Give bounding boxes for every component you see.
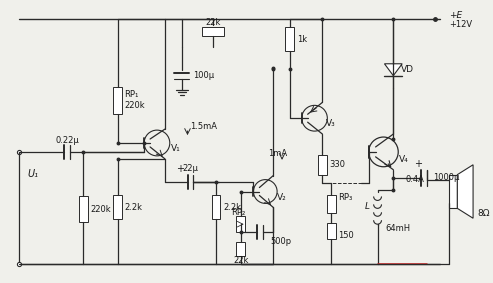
Text: 1mA: 1mA bbox=[268, 149, 287, 158]
Text: 0.4A: 0.4A bbox=[405, 175, 424, 184]
Text: L: L bbox=[365, 202, 370, 211]
Text: 1k: 1k bbox=[297, 35, 307, 44]
Bar bbox=[236, 242, 245, 256]
Text: RP₃: RP₃ bbox=[338, 193, 352, 202]
Text: 8Ω: 8Ω bbox=[477, 209, 490, 218]
Polygon shape bbox=[458, 165, 473, 218]
Bar bbox=[113, 196, 122, 219]
Bar bbox=[327, 223, 336, 239]
Text: 22k: 22k bbox=[206, 18, 221, 27]
Text: VD: VD bbox=[401, 65, 414, 74]
Bar bbox=[318, 155, 327, 175]
Text: +E: +E bbox=[450, 11, 463, 20]
Bar bbox=[450, 175, 458, 208]
Text: 22k: 22k bbox=[233, 256, 248, 265]
Bar bbox=[211, 196, 220, 219]
Text: 2.2k: 2.2k bbox=[124, 203, 142, 212]
Text: RP₂: RP₂ bbox=[232, 208, 246, 217]
Bar bbox=[113, 87, 122, 114]
Text: 0.22µ: 0.22µ bbox=[56, 136, 79, 145]
Text: 100µ: 100µ bbox=[193, 71, 214, 80]
Text: RP₁: RP₁ bbox=[124, 90, 139, 99]
Bar bbox=[79, 196, 88, 222]
Text: 220k: 220k bbox=[124, 101, 145, 110]
Text: U₁: U₁ bbox=[27, 169, 38, 179]
Text: 22µ: 22µ bbox=[182, 164, 198, 173]
Bar bbox=[202, 27, 224, 36]
Text: V₂: V₂ bbox=[277, 193, 287, 202]
Text: 150: 150 bbox=[338, 231, 354, 240]
Text: 1.5mA: 1.5mA bbox=[190, 122, 217, 131]
Text: V₃: V₃ bbox=[326, 119, 336, 128]
Text: +: + bbox=[176, 164, 183, 174]
Text: 220k: 220k bbox=[90, 205, 110, 214]
Text: V₄: V₄ bbox=[399, 155, 409, 164]
Bar bbox=[236, 216, 245, 232]
Text: 330: 330 bbox=[329, 160, 345, 169]
Polygon shape bbox=[385, 64, 402, 76]
Text: 2.2k: 2.2k bbox=[223, 203, 241, 212]
Text: 1000µ: 1000µ bbox=[433, 173, 459, 182]
Text: 64mH: 64mH bbox=[386, 224, 411, 233]
Text: V₁: V₁ bbox=[171, 144, 180, 153]
Text: 500p: 500p bbox=[270, 237, 291, 246]
Bar bbox=[327, 196, 336, 213]
Text: +12V: +12V bbox=[450, 20, 473, 29]
Bar bbox=[285, 27, 294, 51]
Text: +: + bbox=[414, 159, 422, 169]
